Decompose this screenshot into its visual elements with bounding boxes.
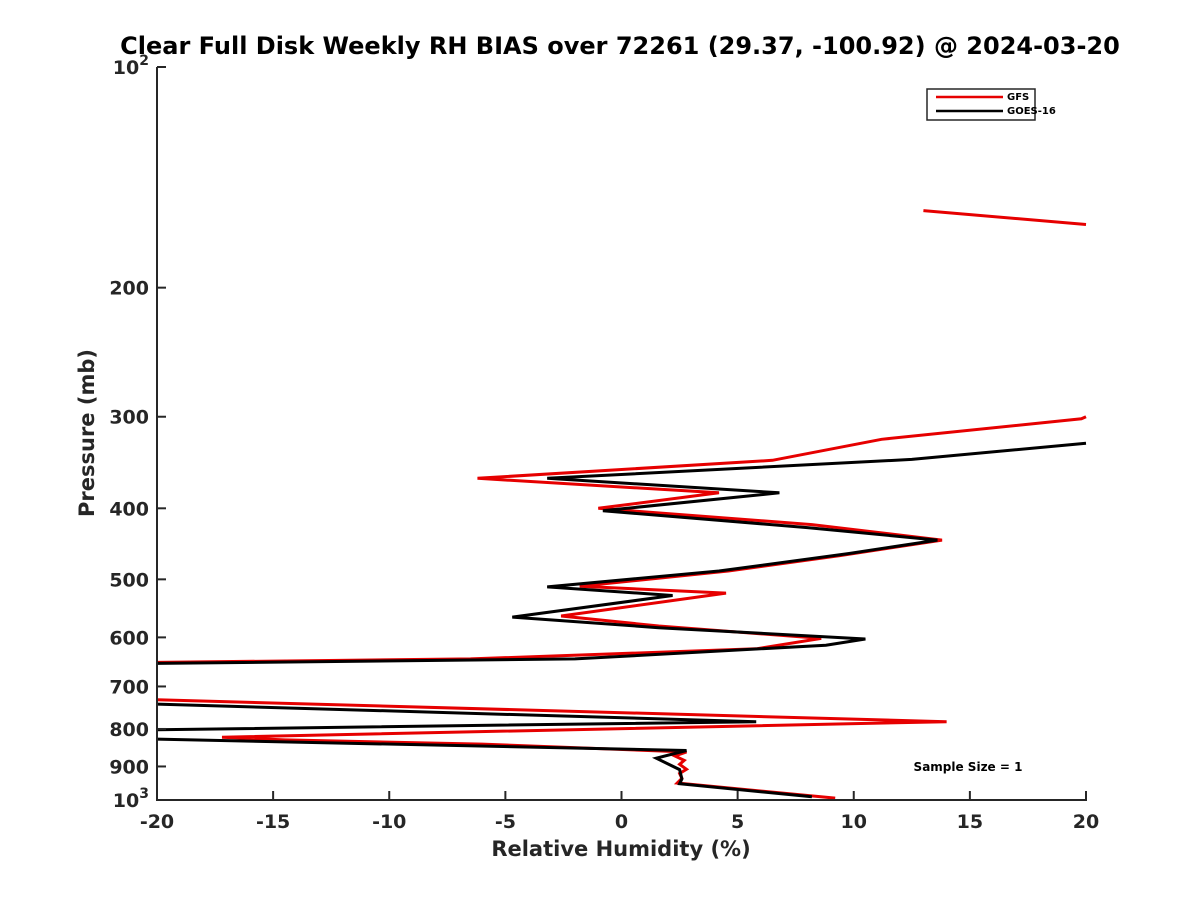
sample-size-annotation: Sample Size = 1 xyxy=(914,760,1023,774)
series-line-segment xyxy=(923,209,1087,226)
x-tick-label: 10 xyxy=(841,811,867,833)
series-goes-16 xyxy=(156,441,1087,799)
x-tick-group: -20 -15 -10 -5 0 5 10 15 20 xyxy=(140,791,1099,833)
x-tick-label: -5 xyxy=(495,811,516,833)
y-tick-label: 103 xyxy=(113,786,149,812)
x-tick-label: 0 xyxy=(615,811,628,833)
y-axis-label: Pressure (mb) xyxy=(75,349,99,517)
legend: GFS GOES-16 xyxy=(926,88,1056,121)
x-tick-label: -20 xyxy=(140,811,174,833)
y-tick-label: 102 xyxy=(113,53,149,79)
series-layer xyxy=(156,209,1087,800)
x-tick-label: -10 xyxy=(372,811,406,833)
legend-label-goes16: GOES-16 xyxy=(1007,106,1056,117)
y-tick-base: 10 xyxy=(113,57,139,79)
y-tick-label: 400 xyxy=(109,498,149,520)
legend-label-gfs: GFS xyxy=(1007,92,1029,103)
x-tick-label: 5 xyxy=(731,811,744,833)
y-tick-label: 800 xyxy=(109,719,149,741)
legend-box xyxy=(926,88,1036,121)
x-tick-label: 15 xyxy=(957,811,983,833)
x-tick-label: -15 xyxy=(256,811,290,833)
x-tick-label: 20 xyxy=(1073,811,1099,833)
y-tick-label: 500 xyxy=(109,569,149,591)
series-gfs xyxy=(156,209,1087,800)
y-tick-label: 900 xyxy=(109,756,149,778)
series-line-segment xyxy=(156,737,813,799)
y-tick-exponent: 3 xyxy=(139,786,149,802)
y-tick-label: 300 xyxy=(109,407,149,429)
x-axis-label: Relative Humidity (%) xyxy=(491,837,750,861)
chart-title: Clear Full Disk Weekly RH BIAS over 7226… xyxy=(120,32,1120,60)
series-line-segment xyxy=(156,702,757,732)
y-tick-label: 600 xyxy=(109,627,149,649)
series-line-segment xyxy=(156,441,1087,665)
y-tick-label: 200 xyxy=(109,278,149,300)
y-tick-label: 700 xyxy=(109,676,149,698)
y-tick-exponent: 2 xyxy=(139,53,149,69)
y-tick-base: 10 xyxy=(113,790,139,812)
